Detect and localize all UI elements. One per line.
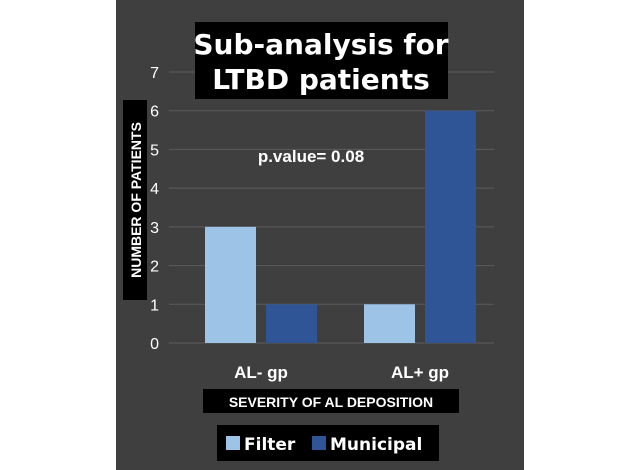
y-axis-label-box bbox=[123, 100, 147, 300]
bars bbox=[205, 110, 476, 343]
bar-chart: Sub-analysis for LTBD patients p.value= … bbox=[123, 22, 494, 461]
y-tick-label: 4 bbox=[150, 181, 159, 198]
chart-panel: Sub-analysis for LTBD patients p.value= … bbox=[116, 0, 524, 470]
x-category-label: AL- gp bbox=[234, 363, 288, 382]
y-tick-label: 6 bbox=[150, 104, 159, 121]
legend-swatch-filter bbox=[226, 436, 240, 450]
bar-filter-2 bbox=[364, 304, 415, 343]
y-axis-ticks: 0 1 2 3 4 5 6 7 bbox=[150, 65, 159, 353]
x-axis-label: SEVERITY OF AL DEPOSITION bbox=[229, 394, 433, 410]
legend-label-filter: Filter bbox=[244, 435, 296, 455]
y-axis-label: NUMBER OF PATIENTS bbox=[128, 122, 144, 278]
x-axis-label-box bbox=[203, 389, 459, 413]
bar-municipal-1 bbox=[266, 304, 317, 343]
bar-filter-1 bbox=[205, 226, 256, 343]
y-tick-label: 1 bbox=[150, 297, 159, 314]
bar-municipal-2 bbox=[425, 110, 476, 343]
legend-box bbox=[217, 425, 439, 461]
p-value-annotation: p.value= 0.08 bbox=[258, 147, 364, 166]
y-tick-label: 7 bbox=[150, 65, 159, 82]
legend-swatch-municipal bbox=[312, 436, 326, 450]
y-tick-label: 0 bbox=[150, 336, 159, 353]
y-tick-label: 5 bbox=[150, 142, 159, 159]
x-axis-categories: AL- gp AL+ gp bbox=[234, 363, 449, 382]
y-tick-label: 2 bbox=[150, 259, 159, 276]
chart-title-line-2: LTBD patients bbox=[212, 63, 430, 96]
y-tick-label: 3 bbox=[150, 220, 159, 237]
x-category-label: AL+ gp bbox=[391, 363, 449, 382]
legend-label-municipal: Municipal bbox=[330, 435, 422, 455]
chart-title-line-1: Sub-analysis for bbox=[193, 28, 448, 61]
chart-title-box bbox=[195, 22, 448, 99]
